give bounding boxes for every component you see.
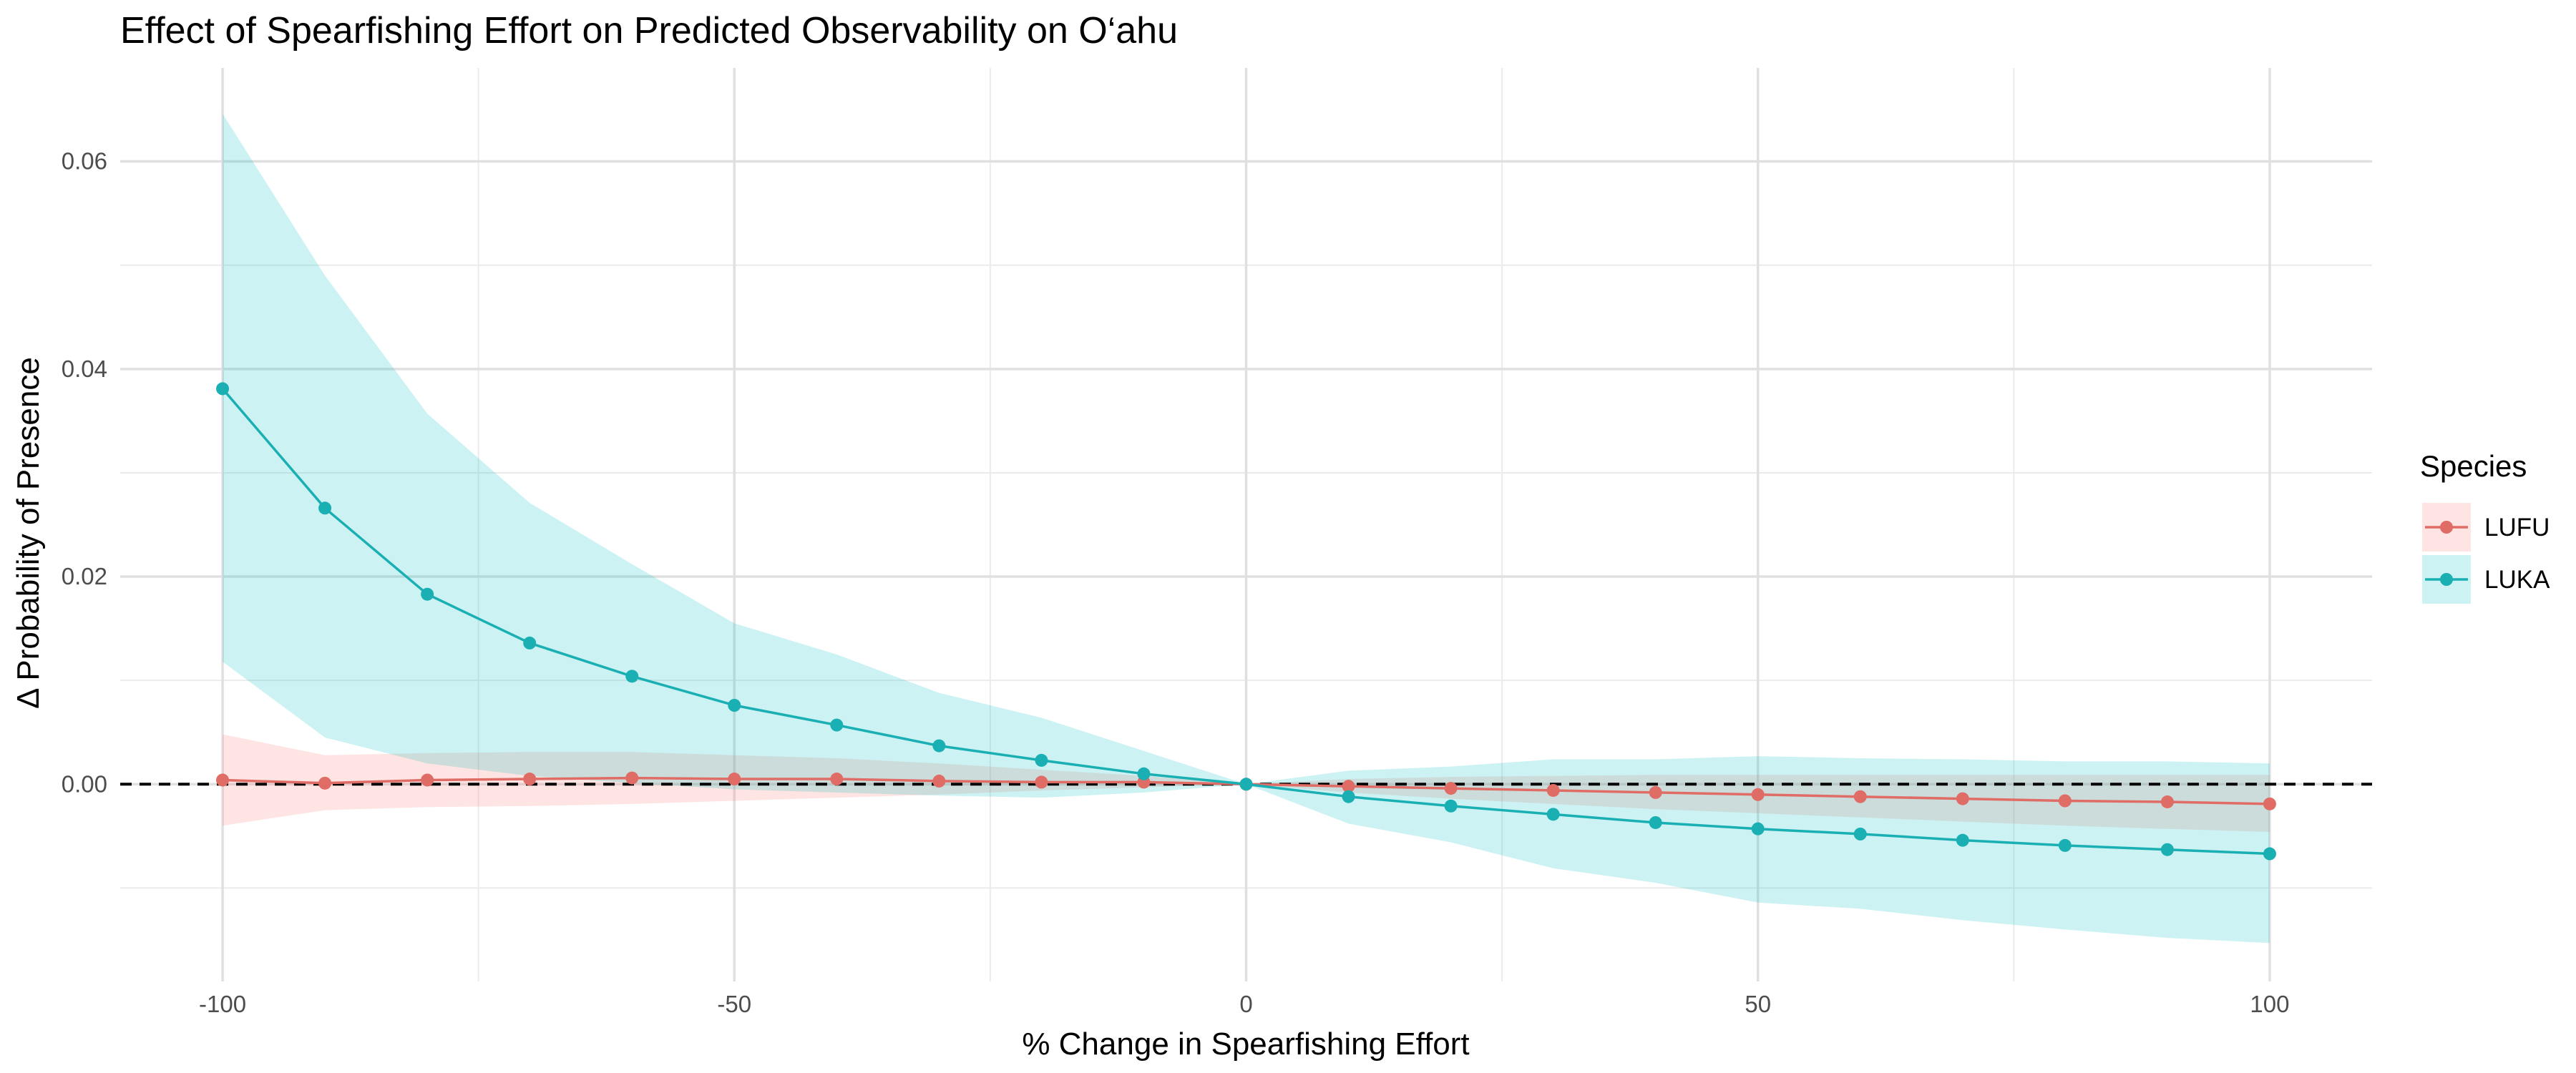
lufu-confidence-band (223, 734, 2270, 832)
y-tick-label: 0.02 (62, 563, 107, 589)
lufu-point (1956, 792, 1969, 805)
lufu-point (421, 773, 434, 787)
chart-title: Effect of Spearfishing Effort on Predict… (120, 10, 1178, 52)
lufu-point (2263, 797, 2276, 810)
luka-confidence-band (223, 113, 2270, 944)
legend-point-swatch (2440, 573, 2453, 586)
x-axis-tick-labels: -100 -50 0 50 100 (199, 991, 2289, 1017)
lufu-point (1649, 785, 1662, 799)
lufu-point (625, 771, 639, 785)
luka-point (1342, 790, 1355, 803)
luka-point (932, 739, 946, 753)
legend-key-lufu (2422, 503, 2471, 552)
luka-point (830, 718, 844, 732)
luka-point (2160, 843, 2174, 856)
luka-point (1751, 822, 1765, 836)
x-tick-label: -100 (199, 991, 246, 1017)
luka-point (523, 636, 537, 650)
lufu-point (1751, 788, 1765, 801)
luka-point (1649, 815, 1662, 829)
lufu-point (1035, 775, 1048, 789)
confidence-bands (223, 113, 2270, 944)
luka-point (1137, 767, 1151, 780)
legend: Species LUFU LUKA (2420, 449, 2550, 604)
luka-point (1239, 778, 1253, 791)
luka-point (625, 670, 639, 683)
luka-point (1035, 753, 1048, 767)
lufu-point (1444, 782, 1458, 795)
lufu-point (216, 773, 230, 787)
lufu-point (1853, 790, 1867, 803)
x-axis-title: % Change in Spearfishing Effort (1022, 1027, 1469, 1062)
lufu-point (2058, 794, 2072, 808)
series-points (216, 382, 2276, 861)
luka-point (318, 501, 332, 515)
legend-point-swatch (2440, 521, 2453, 534)
luka-point (1956, 833, 1969, 847)
x-tick-label: -50 (717, 991, 751, 1017)
x-tick-label: 0 (1239, 991, 1252, 1017)
lufu-point (1546, 783, 1560, 797)
legend-key-luka (2422, 555, 2471, 604)
legend-label-luka: LUKA (2484, 566, 2550, 594)
luka-point (1444, 799, 1458, 813)
y-tick-label: 0.04 (62, 356, 107, 382)
lufu-point (523, 773, 537, 786)
lufu-point (1342, 780, 1355, 793)
y-tick-label: 0.06 (62, 148, 107, 175)
y-axis-tick-labels: 0.00 0.02 0.04 0.06 (62, 148, 107, 798)
y-axis-title: Δ Probability of Presence (11, 357, 46, 709)
legend-label-lufu: LUFU (2484, 514, 2550, 542)
x-tick-label: 50 (1745, 991, 1771, 1017)
lufu-point (932, 774, 946, 788)
lufu-point (728, 773, 741, 786)
luka-point (2263, 847, 2276, 861)
luka-point (2058, 838, 2072, 852)
lufu-point (830, 773, 844, 786)
luka-point (728, 698, 741, 712)
y-tick-label: 0.00 (62, 770, 107, 797)
luka-point (1853, 827, 1867, 841)
legend-title: Species (2420, 449, 2527, 483)
lufu-point (2160, 795, 2174, 808)
luka-point (1546, 808, 1560, 821)
luka-point (421, 587, 434, 601)
lufu-point (318, 776, 332, 790)
luka-point (216, 382, 230, 396)
x-tick-label: 100 (2250, 991, 2289, 1017)
